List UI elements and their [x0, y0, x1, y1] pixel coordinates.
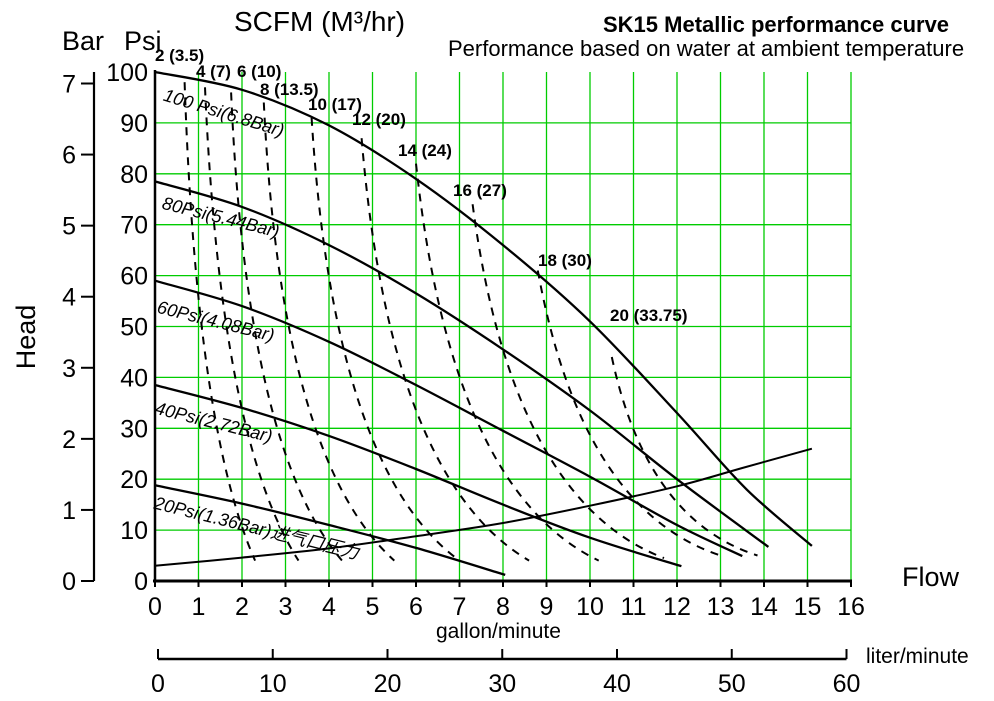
gallon-tick-label: 16	[837, 593, 865, 621]
psi-tick-label: 0	[134, 568, 148, 596]
gallon-tick-label: 12	[663, 593, 691, 621]
scfm-curve	[230, 92, 343, 562]
scfm-curve	[204, 87, 300, 562]
air-consumption-curve	[154, 447, 813, 567]
bar-tick-label: 3	[62, 355, 76, 383]
pressure-curve	[154, 180, 770, 548]
scfm-curve	[536, 270, 721, 557]
gallon-tick-label: 15	[794, 593, 822, 621]
liter-tick-label: 20	[374, 670, 402, 698]
gallon-tick-label: 14	[750, 593, 778, 621]
psi-tick-label: 70	[120, 212, 148, 240]
bar-tick-label: 4	[62, 284, 76, 312]
pressure-curve	[154, 484, 506, 577]
psi-tick-label: 50	[120, 314, 148, 342]
psi-tick-label: 20	[120, 466, 148, 494]
scfm-curve	[415, 163, 600, 562]
pressure-curve	[154, 70, 813, 547]
scfm-curve	[262, 102, 395, 562]
gallon-tick-label: 13	[707, 593, 735, 621]
liter-tick-label: 40	[603, 670, 631, 698]
psi-tick-label: 80	[120, 161, 148, 189]
gallon-tick-label: 4	[322, 593, 336, 621]
gallon-tick-label: 8	[496, 593, 510, 621]
pressure-curve	[154, 383, 682, 568]
bar-tick-label: 0	[62, 568, 76, 596]
bar-tick-label: 5	[62, 213, 76, 241]
scfm-curve	[183, 82, 257, 562]
bar-tick-label: 1	[62, 497, 76, 525]
liter-tick-label: 60	[833, 670, 861, 698]
psi-tick-label: 100	[106, 59, 148, 87]
psi-tick-label: 30	[120, 415, 148, 443]
gallon-tick-label: 1	[192, 593, 206, 621]
bar-tick-label: 2	[62, 426, 76, 454]
gallon-tick-label: 7	[453, 593, 467, 621]
gallon-tick-label: 5	[366, 593, 380, 621]
liter-tick-label: 0	[151, 670, 165, 698]
scfm-curve	[310, 117, 461, 562]
gallon-tick-label: 3	[279, 593, 293, 621]
gallon-tick-label: 11	[621, 593, 647, 621]
psi-tick-label: 10	[120, 517, 148, 545]
gallon-tick-label: 10	[576, 593, 604, 621]
scfm-curve	[471, 204, 665, 560]
scfm-curve	[360, 138, 530, 562]
liter-tick-label: 50	[718, 670, 746, 698]
bar-tick-label: 7	[62, 71, 76, 99]
psi-tick-label: 90	[120, 110, 148, 138]
gallon-tick-label: 0	[148, 593, 162, 621]
psi-tick-label: 40	[120, 364, 148, 392]
gallon-tick-label: 9	[540, 593, 554, 621]
gallon-tick-label: 2	[235, 593, 249, 621]
scfm-curve	[610, 356, 758, 557]
liter-tick-label: 30	[488, 670, 516, 698]
bar-tick-label: 6	[62, 142, 76, 170]
psi-tick-label: 60	[120, 263, 148, 291]
gallon-tick-label: 6	[409, 593, 423, 621]
liter-tick-label: 10	[259, 670, 287, 698]
pressure-curve	[154, 279, 743, 558]
